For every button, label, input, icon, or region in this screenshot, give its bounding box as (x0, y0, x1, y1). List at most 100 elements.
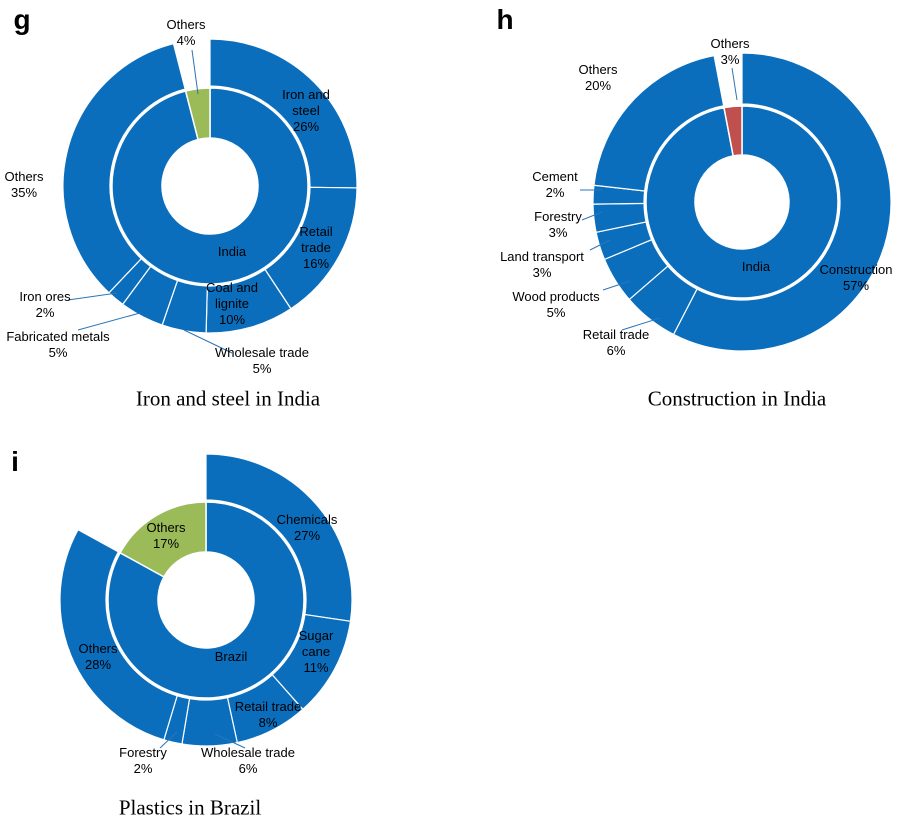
data-label: Construction 57% (806, 262, 904, 294)
label-value: 27% (293, 528, 321, 543)
label-name: Others (166, 17, 206, 32)
label-name: Forestry (119, 745, 167, 760)
label-name: Chemicals (276, 512, 338, 527)
label-value: 2% (35, 305, 55, 320)
label-name: Others (710, 36, 750, 51)
label-name: Fabricated metals (6, 329, 110, 344)
chart-title: Construction in India (648, 387, 826, 412)
label-name: Iron and steel (282, 87, 330, 118)
data-label: Retail trade 16% (291, 224, 341, 272)
leader-line (183, 329, 233, 354)
label-name: Construction (819, 262, 893, 277)
label-name: Cement (532, 169, 578, 184)
inner-segment (107, 501, 305, 699)
label-name: Retail trade (234, 699, 302, 714)
label-value: 28% (84, 657, 112, 672)
label-name: Iron ores (19, 289, 71, 304)
title-text: Construction in India (647, 386, 827, 411)
outer-segment (672, 52, 892, 352)
panel-letter: i (11, 446, 19, 478)
leader-line (159, 731, 178, 749)
label-name: Others (4, 169, 44, 184)
data-label: Sugar cane 11% (291, 628, 341, 676)
data-label: Land transport 3% (482, 249, 602, 281)
leader-line (589, 239, 611, 251)
label-name: India (217, 244, 247, 259)
label-value: 5% (546, 305, 566, 320)
label-name: Others (578, 62, 618, 77)
panel-letter: h (496, 4, 513, 36)
inner-segment (645, 105, 839, 299)
chart-title: Plastics in Brazil (119, 796, 261, 821)
data-label: Forestry 2% (113, 745, 173, 777)
data-label: Others 35% (0, 169, 49, 201)
data-label: Brazil (201, 649, 261, 665)
data-label: Forestry 3% (518, 209, 598, 241)
data-label: Cement 2% (525, 169, 585, 201)
panel-letter: g (13, 4, 30, 36)
title-text: Plastics in Brazil (118, 795, 262, 820)
label-name: India (741, 259, 771, 274)
panel-text: g (13, 4, 31, 35)
label-name: Land transport (500, 249, 584, 264)
leader-line (581, 211, 603, 221)
inner-segment (723, 105, 743, 157)
label-value: 6% (606, 343, 626, 358)
data-label: Retail trade 6% (566, 327, 666, 359)
label-value: 2% (133, 761, 153, 776)
label-name: Coal and lignite (205, 280, 259, 311)
label-name: Others (146, 520, 186, 535)
label-value: 6% (238, 761, 258, 776)
label-value: 2% (545, 185, 565, 200)
data-label: India (726, 259, 786, 275)
panel-text: h (496, 4, 514, 35)
label-value: 5% (48, 345, 68, 360)
leader-line (191, 49, 199, 95)
data-label: Retail trade 8% (223, 699, 313, 731)
data-label: Iron and steel 26% (276, 87, 336, 135)
label-name: Retail trade (582, 327, 650, 342)
outer-segment (62, 42, 186, 294)
data-label: Wood products 5% (501, 289, 611, 321)
label-value: 10% (218, 312, 246, 327)
data-label: Chemicals 27% (262, 512, 352, 544)
data-label: Others 17% (136, 520, 196, 552)
title-text: Iron and steel in India (135, 386, 321, 411)
label-value: 3% (720, 52, 740, 67)
label-value: 20% (584, 78, 612, 93)
label-value: 3% (532, 265, 552, 280)
data-label: Others 28% (68, 641, 128, 673)
leader-line (214, 733, 246, 749)
label-value: 35% (10, 185, 38, 200)
label-name: Forestry (534, 209, 582, 224)
label-name: Brazil (214, 649, 248, 664)
panel-text: i (11, 446, 19, 477)
label-name: Sugar cane (298, 628, 334, 659)
label-value: 26% (292, 119, 320, 134)
outer-segment (593, 54, 725, 192)
data-label: Wholesale trade 6% (188, 745, 308, 777)
data-label: Wholesale trade 5% (207, 345, 317, 377)
leader-line (602, 280, 631, 291)
data-label: Fabricated metals 5% (0, 329, 123, 361)
label-name: Retail trade (299, 224, 333, 255)
label-value: 16% (302, 256, 330, 271)
label-value: 17% (152, 536, 180, 551)
data-label: Coal and lignite 10% (197, 280, 267, 328)
chart-title: Iron and steel in India (136, 387, 320, 412)
data-label: Iron ores 2% (15, 289, 75, 321)
inner-segment (184, 87, 211, 141)
inner-segment (111, 87, 309, 285)
label-value: 3% (548, 225, 568, 240)
label-name: Wood products (512, 289, 600, 304)
label-name: Wholesale trade (201, 745, 295, 760)
label-name: Others (78, 641, 118, 656)
data-label: India (192, 244, 272, 260)
label-name: Wholesale trade (215, 345, 309, 360)
inner-segment (119, 501, 207, 578)
leader-line (621, 317, 661, 331)
data-label: Others 4% (156, 17, 216, 49)
leader-line (731, 67, 738, 101)
